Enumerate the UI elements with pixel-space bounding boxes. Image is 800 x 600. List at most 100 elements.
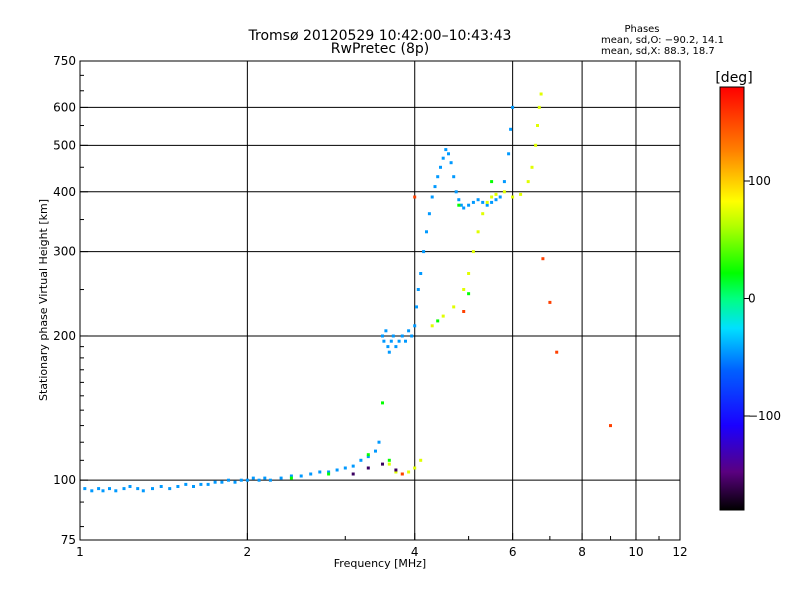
data-point (400, 334, 404, 338)
data-point (176, 485, 180, 488)
data-point (476, 230, 480, 234)
data-point (199, 482, 203, 486)
data-point (257, 478, 261, 482)
y-tick-label: 75 (61, 533, 76, 547)
colorbar-label: [deg] (715, 70, 752, 86)
data-point (83, 487, 87, 491)
data-point (168, 487, 172, 491)
data-point (526, 180, 530, 184)
data-point (394, 345, 398, 349)
data-point (481, 212, 485, 216)
data-point (335, 468, 339, 472)
data-point (433, 185, 437, 189)
data-point (490, 180, 494, 184)
y-tick-label: 400 (53, 185, 76, 199)
data-point (227, 478, 230, 482)
data-point (97, 487, 101, 491)
data-point (509, 127, 513, 131)
data-point (447, 152, 450, 156)
data-point (114, 489, 118, 493)
data-point (343, 466, 347, 470)
y-tick-label: 750 (53, 54, 76, 68)
data-point (351, 464, 355, 468)
data-point (386, 345, 390, 349)
data-point (462, 206, 466, 210)
data-point (462, 310, 466, 313)
data-point (128, 485, 132, 488)
data-point (327, 470, 331, 474)
x-tick-label: 12 (672, 545, 687, 559)
chart-subtitle: RwPretec (8p) (331, 41, 429, 57)
data-point (394, 470, 398, 474)
data-point (413, 466, 417, 470)
colorbar-tick-label: 0 (748, 292, 756, 306)
data-point (467, 203, 471, 207)
data-point (391, 334, 395, 338)
data-point (452, 175, 456, 179)
y-tick-label: 200 (53, 329, 76, 343)
colorbar (719, 86, 745, 511)
data-point (419, 272, 423, 275)
data-point (299, 474, 303, 478)
data-point (136, 487, 140, 491)
data-point (494, 198, 498, 202)
data-point (534, 143, 538, 147)
phases-heading: Phases (624, 24, 659, 35)
data-point (541, 257, 545, 261)
data-point (481, 200, 485, 204)
data-points (83, 92, 612, 493)
data-point (233, 480, 237, 484)
data-point (454, 190, 458, 194)
data-point (389, 339, 393, 343)
data-point (548, 300, 552, 304)
data-point (387, 458, 391, 462)
x-tick-label: 4 (411, 545, 419, 559)
data-point (449, 161, 453, 165)
data-point (407, 329, 411, 333)
data-point (289, 474, 293, 478)
data-point (415, 305, 418, 309)
x-tick-label: 2 (244, 545, 252, 559)
data-point (441, 314, 445, 318)
data-point (122, 487, 126, 491)
data-point (430, 324, 434, 328)
data-point (498, 195, 502, 199)
data-point (101, 489, 105, 493)
data-point (213, 480, 217, 484)
data-point (519, 192, 523, 196)
data-point (457, 198, 461, 202)
data-point (502, 180, 506, 184)
data-point (441, 156, 445, 160)
data-point (511, 195, 515, 199)
data-point (394, 468, 398, 472)
data-point (416, 288, 420, 291)
x-tick-label: 1 (76, 545, 84, 559)
data-point (452, 305, 456, 309)
data-point (444, 148, 448, 152)
data-point (467, 292, 471, 296)
x-tick-label: 8 (578, 545, 586, 559)
data-point (359, 458, 363, 462)
data-point (407, 470, 411, 474)
data-point (397, 339, 401, 343)
data-point (381, 401, 384, 405)
data-point (430, 195, 434, 199)
data-point (309, 472, 313, 476)
data-point (471, 250, 475, 254)
data-point (206, 482, 210, 486)
data-point (90, 489, 94, 493)
data-point (462, 288, 466, 291)
data-point (366, 466, 370, 470)
data-point (382, 339, 386, 343)
data-point (427, 212, 431, 216)
data-point (159, 485, 163, 488)
data-point (539, 92, 543, 96)
data-point (609, 424, 612, 428)
y-tick-label: 600 (53, 100, 76, 114)
data-point (422, 250, 426, 254)
data-point (436, 319, 440, 323)
data-point (318, 470, 322, 474)
x-axis-label: Frequency [MHz] (334, 557, 426, 570)
data-point (467, 272, 471, 275)
